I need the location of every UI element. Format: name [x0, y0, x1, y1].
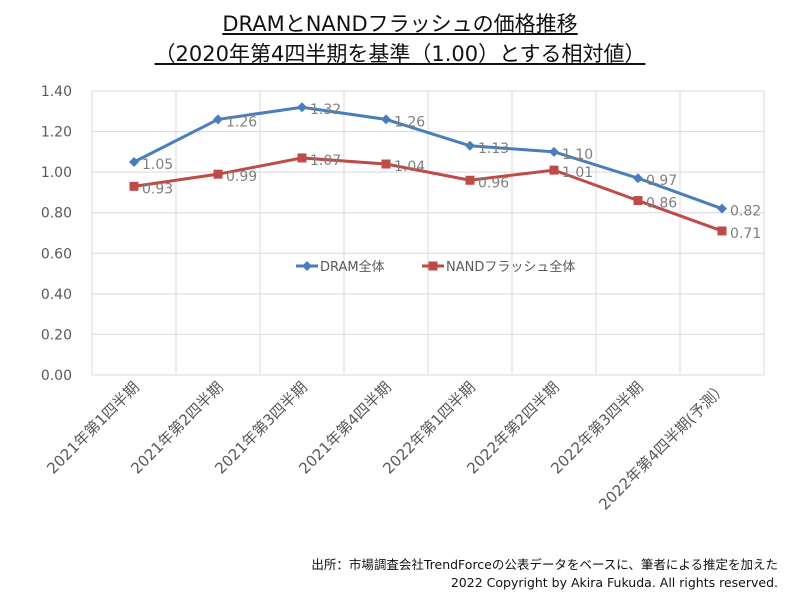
data-point-diamond	[129, 157, 139, 167]
data-label: 1.05	[142, 157, 173, 173]
data-point-square	[465, 175, 475, 185]
data-point-diamond	[465, 140, 475, 151]
data-label: 1.01	[562, 165, 593, 181]
data-point-square	[633, 196, 643, 206]
series-line-0	[133, 105, 723, 211]
data-point-square	[381, 159, 391, 169]
data-point-diamond	[213, 114, 223, 125]
legend-marker-diamond	[302, 261, 312, 271]
chart-title: DRAMとNANDフラッシュの価格推移	[222, 12, 578, 36]
x-tick-label: 2021年第1四半期	[43, 378, 143, 478]
y-tick-label: 1.00	[41, 165, 72, 181]
data-point-square	[129, 181, 139, 191]
y-tick-label: 0.00	[41, 368, 72, 384]
data-label: 1.13	[478, 141, 509, 157]
y-tick-label: 1.20	[41, 125, 72, 141]
legend-label: DRAM全体	[320, 259, 385, 275]
data-label: 0.99	[226, 169, 257, 185]
y-tick-label: 0.20	[41, 327, 72, 343]
y-tick-label: 0.80	[41, 206, 72, 222]
data-point-diamond	[549, 146, 559, 157]
data-label: 1.32	[310, 102, 341, 118]
x-tick-label: 2021年第2四半期	[127, 378, 227, 478]
data-label: 1.07	[310, 153, 341, 169]
data-label: 1.10	[562, 147, 593, 163]
chart-subtitle: （2020年第4四半期を基準（1.00）とする相対値）	[154, 42, 646, 66]
data-label: 0.86	[646, 196, 677, 212]
legend-marker-square	[428, 261, 438, 271]
data-point-square	[297, 153, 307, 163]
x-tick-label: 2021年第4四半期	[295, 378, 395, 478]
source-note: 出所：市場調査会社TrendForceの公表データをベースに、筆者による推定を加…	[311, 557, 779, 572]
y-tick-label: 0.40	[41, 287, 72, 303]
data-point-diamond	[381, 114, 391, 125]
series-line-1	[133, 156, 723, 233]
data-point-square	[717, 226, 727, 236]
x-tick-label: 2022年第2四半期	[463, 378, 563, 478]
data-label: 1.26	[226, 114, 257, 130]
data-label: 0.71	[730, 226, 761, 242]
data-label: 0.97	[646, 173, 677, 189]
data-label: 1.04	[394, 159, 425, 175]
legend-label: NANDフラッシュ全体	[446, 259, 575, 275]
data-label: 0.82	[730, 204, 761, 220]
data-point-diamond	[717, 203, 727, 214]
data-point-diamond	[633, 173, 643, 184]
x-tick-label: 2022年第1四半期	[379, 378, 479, 478]
x-tick-label: 2021年第3四半期	[211, 378, 311, 478]
data-label: 0.93	[142, 181, 173, 197]
data-point-square	[213, 169, 223, 179]
y-tick-label: 1.40	[41, 84, 72, 100]
data-point-diamond	[297, 102, 307, 113]
y-tick-label: 0.60	[41, 246, 72, 262]
data-label: 1.26	[394, 114, 425, 130]
copyright-note: 2022 Copyright by Akira Fukuda. All righ…	[450, 575, 778, 590]
data-point-square	[549, 165, 559, 175]
data-label: 0.96	[478, 175, 509, 191]
x-tick-label: 2022年第3四半期	[547, 378, 647, 478]
